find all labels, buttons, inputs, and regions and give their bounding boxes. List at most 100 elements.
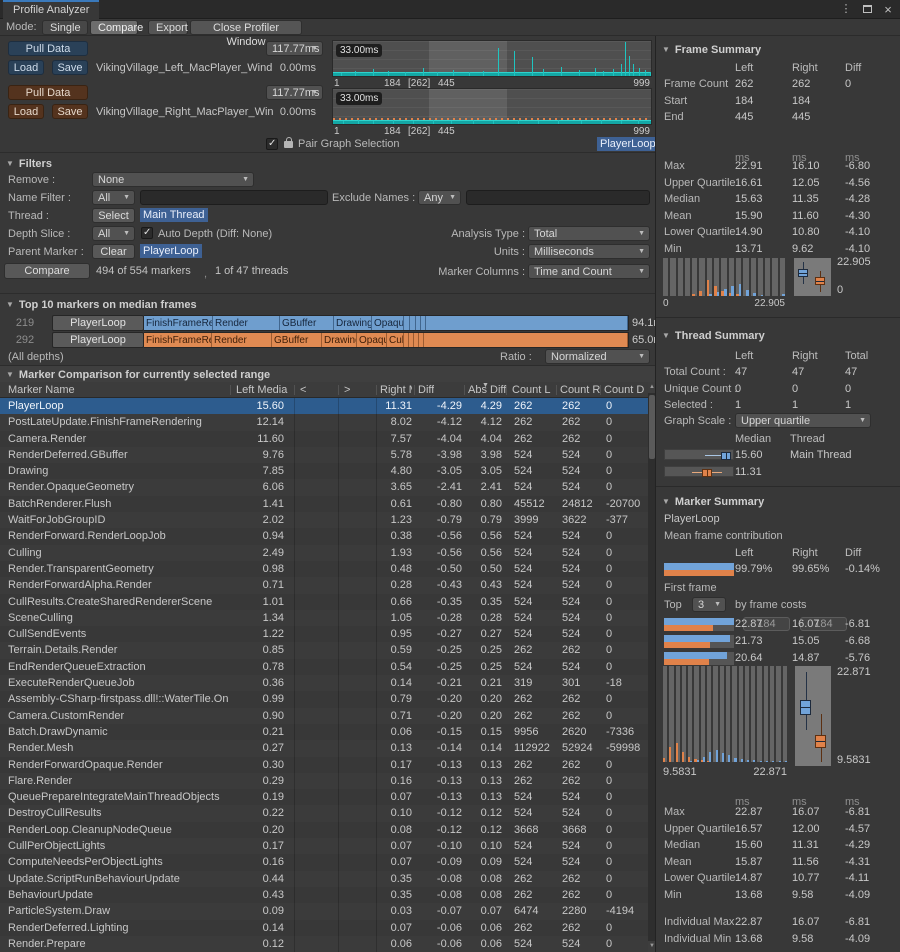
table-row[interactable]: RenderForwardAlpha.Render 0.71 0.28 -0.43 0.… — [0, 577, 648, 594]
save-right-button[interactable]: Save — [52, 104, 88, 119]
timeline-segment[interactable]: Render — [213, 316, 280, 330]
table-row[interactable]: DestroyCullResults 0.22 0.10 -0.12 0.12 524 52… — [0, 805, 648, 822]
close-profiler-button[interactable]: Close Profiler Window — [190, 20, 302, 48]
timeline-segment[interactable] — [419, 333, 424, 347]
timeline-segment[interactable] — [410, 316, 416, 330]
save-left-button[interactable]: Save — [52, 60, 88, 75]
timeline-segment[interactable] — [416, 316, 421, 330]
parent-clear-button[interactable]: Clear — [92, 244, 135, 259]
first-frame-right-button[interactable]: 184 — [800, 617, 847, 631]
table-row[interactable]: WaitForJobGroupID 2.02 1.23 -0.79 0.79 3999 36… — [0, 512, 648, 529]
graph-selected-marker-chip[interactable]: PlayerLoop — [597, 137, 659, 151]
scroll-up-icon[interactable]: ▲ — [648, 382, 656, 393]
table-row[interactable]: RenderDeferred.Lighting 0.14 0.07 -0.06 0.06… — [0, 919, 648, 936]
table-row[interactable]: Render.OpaqueGeometry 6.06 3.65 -2.41 2.41 52… — [0, 479, 648, 496]
table-row[interactable]: ParticleSystem.Draw 0.09 0.03 -0.07 0.07 6474… — [0, 903, 648, 920]
table-row[interactable]: ExecuteRenderQueueJob 0.36 0.14 -0.21 0.21 31… — [0, 675, 648, 692]
table-row[interactable]: QueuePrepareIntegrateMainThreadObjects 0.… — [0, 789, 648, 806]
table-row[interactable]: CullResults.CreateSharedRendererScene 1.0… — [0, 593, 648, 610]
pull-data-right-button[interactable]: Pull Data — [8, 85, 88, 100]
table-row[interactable]: RenderForwardOpaque.Render 0.30 0.17 -0.13 0… — [0, 756, 648, 773]
exclude-names-input[interactable] — [466, 190, 650, 205]
scroll-down-icon[interactable]: ▼ — [648, 941, 656, 952]
table-row[interactable]: RenderLoop.CleanupNodeQueue 0.20 0.08 -0.12… — [0, 821, 648, 839]
table-row[interactable]: Camera.Render 11.60 7.57 -4.04 4.04 262 262 0 — [0, 430, 648, 447]
table-row[interactable]: RenderForward.RenderLoopJob 0.94 0.38 -0.56… — [0, 528, 648, 545]
name-filter-input[interactable] — [140, 190, 328, 205]
marker-timeline-bar[interactable]: FinishFrameRenderingRenderGBufferDrawing… — [144, 332, 629, 348]
playerloop-marker-button[interactable]: PlayerLoop — [52, 315, 144, 331]
marker-summary-header[interactable]: Marker Summary — [662, 496, 764, 508]
scrollbar-thumb[interactable] — [649, 395, 655, 459]
remove-dropdown[interactable]: None — [92, 172, 254, 187]
table-row[interactable]: PostLateUpdate.FinishFrameRendering 12.14… — [0, 414, 648, 431]
load-left-button[interactable]: Load — [8, 60, 44, 75]
range-left-dropdown[interactable]: 117.77ms — [266, 41, 323, 56]
table-row[interactable]: PlayerLoop 15.60 11.31 -4.29 4.29 262 262 0 — [0, 398, 648, 415]
table-row[interactable]: BehaviourUpdate 0.43 0.35 -0.08 0.08 262 262 0 — [0, 886, 648, 904]
window-tab[interactable]: Profile Analyzer — [3, 0, 100, 19]
table-row[interactable]: CullPerObjectLights 0.17 0.07 -0.10 0.10 524 5… — [0, 838, 648, 855]
table-row[interactable]: Update.ScriptRunBehaviourUpdate 0.44 0.35 -… — [0, 870, 648, 887]
table-row[interactable]: Terrain.Details.Render 0.85 0.59 -0.25 0.25 2… — [0, 642, 648, 659]
timeline-segment[interactable]: Drawing — [322, 333, 357, 347]
timeline-segment[interactable]: Render — [212, 333, 272, 347]
close-icon[interactable] — [880, 2, 896, 17]
table-row[interactable]: Culling 2.49 1.93 -0.56 0.56 524 524 0 — [0, 544, 648, 561]
pull-data-left-button[interactable]: Pull Data — [8, 41, 88, 56]
frame-graph-right[interactable]: 33.00ms — [332, 88, 652, 125]
filters-header[interactable]: Filters — [6, 158, 52, 170]
thread-select-button[interactable]: Select — [92, 208, 135, 223]
thread-row-left[interactable]: 15.60 Main Thread — [664, 447, 896, 464]
ratio-dropdown[interactable]: Normalized — [545, 349, 650, 364]
top10-row[interactable]: 292 PlayerLoopFinishFrameRenderingRenderG… — [0, 332, 668, 348]
top10-header[interactable]: Top 10 markers on median frames — [6, 299, 197, 311]
range-right-dropdown[interactable]: 117.77ms — [266, 85, 323, 100]
name-filter-mode-dropdown[interactable]: All — [92, 190, 135, 205]
timeline-segment[interactable]: OpaqueGeometry — [372, 316, 404, 330]
marker-columns-dropdown[interactable]: Time and Count — [528, 264, 650, 279]
timeline-segment[interactable]: Drawing — [334, 316, 372, 330]
timeline-segment[interactable]: FinishFrameRendering — [144, 316, 213, 330]
marker-timeline-bar[interactable]: FinishFrameRenderingRenderGBufferDrawing… — [144, 315, 629, 331]
mode-single-button[interactable]: Single — [42, 20, 88, 35]
frame-graph-left[interactable]: 33.00ms — [332, 40, 652, 77]
exclude-mode-dropdown[interactable]: Any — [418, 190, 461, 205]
table-row[interactable]: Flare.Render 0.29 0.16 -0.13 0.13 262 262 0 — [0, 772, 648, 790]
pair-graph-checkbox[interactable] — [266, 138, 278, 150]
timeline-segment[interactable] — [426, 316, 628, 330]
thread-row-right[interactable]: 11.31 — [664, 464, 896, 481]
playerloop-marker-button[interactable]: PlayerLoop — [52, 332, 144, 348]
comparison-section-header[interactable]: Marker Comparison for currently selected… — [0, 365, 655, 382]
timeline-segment[interactable] — [404, 316, 410, 330]
table-row[interactable]: Render.Prepare 0.12 0.06 -0.06 0.06 524 524 0 — [0, 935, 648, 952]
timeline-segment[interactable] — [424, 333, 628, 347]
table-row[interactable]: Assembly-CSharp-firstpass.dll!::WaterTil… — [0, 691, 648, 708]
graph-scale-dropdown[interactable]: Upper quartile — [735, 413, 871, 428]
table-row[interactable]: Drawing 7.85 4.80 -3.05 3.05 524 524 0 — [0, 463, 648, 480]
timeline-segment[interactable] — [421, 316, 426, 330]
graph-selection-left[interactable] — [429, 41, 507, 76]
table-row[interactable]: RenderDeferred.GBuffer 9.76 5.78 -3.98 3.98 5… — [0, 446, 648, 464]
table-row[interactable]: Batch.DrawDynamic 0.21 0.06 -0.15 0.15 9956 26… — [0, 723, 648, 741]
load-right-button[interactable]: Load — [8, 104, 44, 119]
depth-slice-dropdown[interactable]: All — [92, 226, 135, 241]
timeline-segment[interactable]: Culling — [387, 333, 404, 347]
analysis-type-dropdown[interactable]: Total — [528, 226, 650, 241]
frame-summary-header[interactable]: Frame Summary — [662, 44, 761, 56]
timeline-segment[interactable]: GBuffer — [280, 316, 334, 330]
timeline-segment[interactable]: OpaqueGeom — [357, 333, 387, 347]
first-frame-left-button[interactable]: 184 — [743, 617, 790, 631]
compare-button[interactable]: Compare — [4, 263, 90, 279]
top10-row[interactable]: 219 PlayerLoopFinishFrameRenderingRenderG… — [0, 315, 668, 331]
kebab-menu-icon[interactable] — [838, 2, 854, 17]
table-row[interactable]: SceneCulling 1.34 1.05 -0.28 0.28 524 524 0 — [0, 609, 648, 627]
timeline-segment[interactable]: FinishFrameRendering — [144, 333, 212, 347]
table-scrollbar[interactable]: ▲ ▼ — [648, 382, 656, 952]
table-row[interactable]: Render.Mesh 0.27 0.13 -0.14 0.14 112922 52924-… — [0, 740, 648, 757]
timeline-segment[interactable] — [409, 333, 414, 347]
auto-depth-checkbox[interactable] — [141, 227, 153, 239]
timeline-segment[interactable]: GBuffer — [272, 333, 322, 347]
table-row[interactable]: ComputeNeedsPerObjectLights 0.16 0.07 -0.09… — [0, 854, 648, 871]
mode-compare-button[interactable]: Compare — [90, 20, 143, 35]
